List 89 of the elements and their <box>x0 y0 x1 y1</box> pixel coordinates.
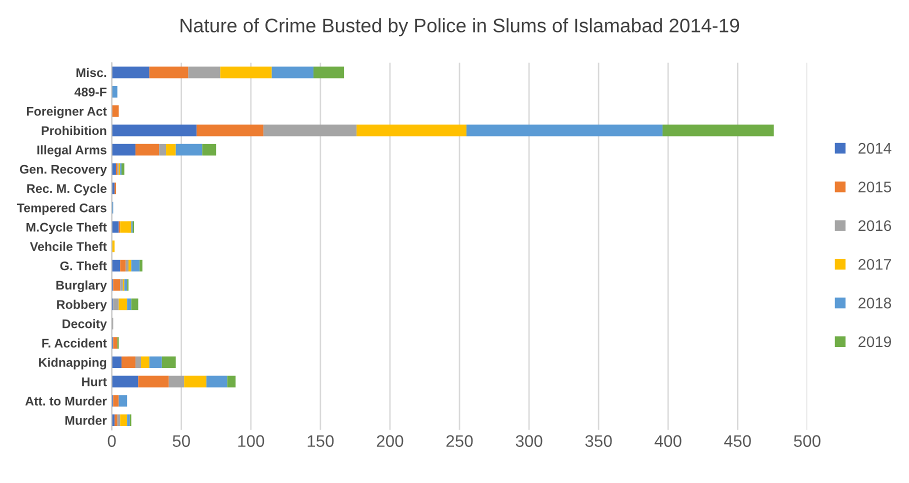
y-tick-label: Decoity <box>62 319 107 331</box>
y-tick-label: Hurt <box>82 378 107 386</box>
bar <box>113 298 119 310</box>
bar <box>272 66 314 78</box>
x-tick-label: 250 <box>446 435 473 447</box>
bar <box>126 260 128 272</box>
bar <box>118 395 128 407</box>
bar <box>140 260 142 272</box>
x-tick-label: 200 <box>376 435 404 447</box>
y-tick-label: F. Accident <box>42 338 107 348</box>
bar <box>196 124 264 136</box>
bar <box>138 376 169 388</box>
x-tick-label: 500 <box>794 435 820 447</box>
y-tick-label: Robbery <box>57 300 107 312</box>
y-tick-label: Prohibition <box>42 126 106 136</box>
bar <box>127 414 130 426</box>
bar <box>112 376 138 388</box>
bar <box>113 337 118 349</box>
bar <box>159 144 166 156</box>
chart-title: Nature of Crime Busted by Police in Slums of Islamabad 2014-19 <box>180 18 740 36</box>
bar <box>206 376 228 388</box>
x-tick-label: 0 <box>108 435 116 447</box>
bar <box>162 356 176 368</box>
y-tick-label: Gen. Recovery <box>20 164 107 176</box>
bar <box>131 260 140 272</box>
bar <box>118 298 128 310</box>
bar <box>114 414 118 426</box>
y-tick-label: Murder <box>65 416 107 425</box>
legend-label: 2018 <box>858 298 892 308</box>
bar <box>128 260 132 272</box>
bar <box>120 414 128 426</box>
bar <box>120 279 123 291</box>
x-tick-label: 100 <box>238 435 264 447</box>
bar <box>149 356 162 368</box>
bar <box>149 66 188 78</box>
x-tick-label: 350 <box>585 435 612 447</box>
y-tick-label: Burglary <box>56 280 107 292</box>
y-tick-label: Foreigner Act <box>26 106 107 118</box>
y-tick-label: 489-F <box>74 88 106 96</box>
y-tick-label: G. Theft <box>60 261 107 270</box>
bar <box>176 144 202 156</box>
bar <box>220 66 272 78</box>
y-tick-label: Rec. M. Cycle <box>27 184 107 196</box>
y-tick-label: Kidnapping <box>39 358 106 370</box>
y-tick-label: Att. to Murder <box>25 396 107 406</box>
y-tick-label: Vehcile Theft <box>30 242 107 251</box>
x-tick-label: 400 <box>654 435 682 447</box>
bar <box>313 66 344 78</box>
x-tick-label: 150 <box>308 435 334 447</box>
bar <box>120 260 126 272</box>
bar <box>466 124 663 136</box>
bar <box>202 144 216 156</box>
bar <box>112 66 150 78</box>
bar <box>124 279 128 291</box>
bar <box>141 356 150 368</box>
bar <box>135 356 142 368</box>
bar <box>112 124 197 136</box>
bar <box>131 298 138 310</box>
bar <box>112 221 119 233</box>
x-tick-label: 300 <box>516 435 542 447</box>
bar <box>122 356 136 368</box>
y-tick-label: Tempered Cars <box>17 203 106 215</box>
bar <box>168 376 184 388</box>
bar <box>227 376 236 388</box>
bar <box>112 356 122 368</box>
bar <box>662 124 774 136</box>
bar <box>120 221 132 233</box>
bar <box>184 376 206 388</box>
y-tick-label: M.Cycle Theft <box>26 222 107 234</box>
bar <box>188 66 220 78</box>
bar <box>356 124 466 136</box>
bar <box>122 163 124 175</box>
legend-label: 2017 <box>858 258 891 270</box>
legend-label: 2016 <box>858 220 892 232</box>
y-tick-label: Misc. <box>76 68 106 78</box>
bar <box>166 144 176 156</box>
bar <box>113 279 120 291</box>
y-tick-label: Illegal Arms <box>37 145 106 157</box>
bar <box>135 144 160 156</box>
legend-label: 2015 <box>858 182 892 192</box>
legend-label: 2014 <box>858 142 892 154</box>
x-tick-label: 50 <box>172 435 190 447</box>
bar <box>263 124 357 136</box>
bar <box>127 298 132 310</box>
bar <box>112 144 136 156</box>
bar <box>112 105 119 117</box>
legend-label: 2019 <box>858 336 892 348</box>
x-tick-label: 450 <box>724 435 751 447</box>
bar <box>113 395 119 407</box>
